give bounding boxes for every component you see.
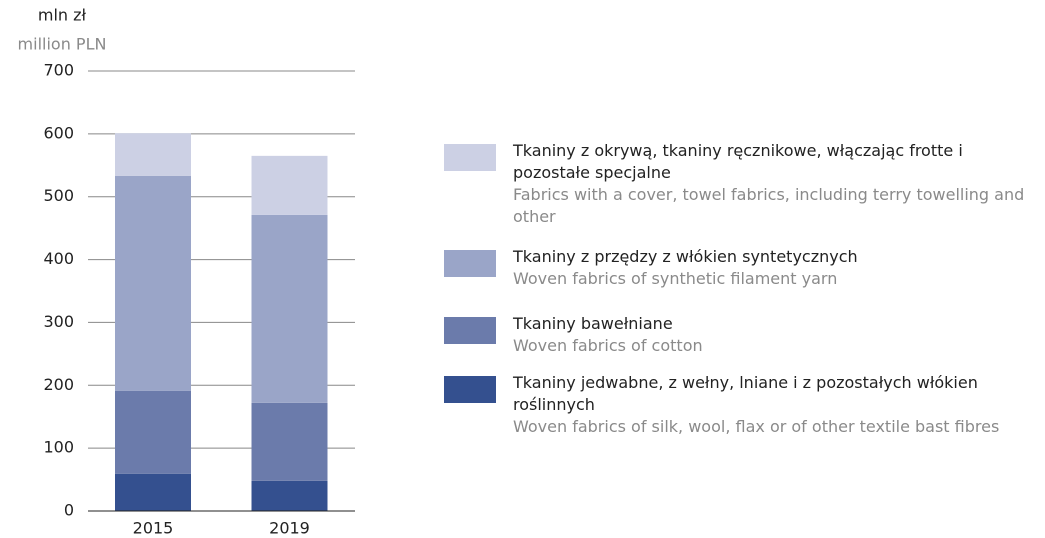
- legend-label: Woven fabrics of silk, wool, flax or of …: [513, 417, 1000, 436]
- bar-segment: [251, 214, 328, 403]
- legend-text: Tkaniny z okrywą, tkaniny ręcznikowe, wł…: [513, 140, 1043, 228]
- legend-label: Fabrics with a cover, towel fabrics, inc…: [513, 185, 1025, 226]
- bar-segment: [251, 402, 328, 481]
- bar-segment: [115, 175, 191, 391]
- y-axis-label-en: million PLN: [18, 35, 107, 54]
- legend-label: Woven fabrics of synthetic filament yarn: [513, 269, 838, 288]
- legend-label: Tkaniny z okrywą, tkaniny ręcznikowe, wł…: [513, 141, 963, 182]
- x-tick-label: 2015: [133, 519, 174, 538]
- x-tick-label: 2019: [269, 519, 310, 538]
- legend-swatch: [444, 317, 496, 344]
- legend-swatch: [444, 144, 496, 171]
- y-tick-label: 500: [43, 186, 74, 205]
- legend-label: Tkaniny bawełniane: [513, 314, 673, 333]
- legend-text: Tkaniny bawełniane Woven fabrics of cotto…: [513, 313, 1043, 357]
- y-tick-label: 300: [43, 312, 74, 331]
- y-tick-label: 200: [43, 375, 74, 394]
- y-axis-label: mln zł: [38, 6, 87, 25]
- bar-segment: [115, 473, 191, 511]
- legend-swatch: [444, 376, 496, 403]
- legend-swatch: [444, 250, 496, 277]
- legend-text: Tkaniny jedwabne, z wełny, lniane i z po…: [513, 372, 1043, 438]
- bar-segment: [115, 390, 191, 474]
- legend-label: Tkaniny jedwabne, z wełny, lniane i z po…: [513, 373, 978, 414]
- bar-segment: [251, 480, 328, 511]
- legend-label: Tkaniny z przędzy z włókien syntetycznyc…: [513, 247, 858, 266]
- y-tick-label: 0: [64, 501, 74, 520]
- bar-segment: [115, 133, 191, 176]
- y-tick-label: 700: [43, 61, 74, 80]
- y-tick-label: 600: [43, 123, 74, 142]
- y-tick-label: 100: [43, 438, 74, 457]
- y-tick-label: 400: [43, 249, 74, 268]
- bar-segment: [251, 155, 328, 215]
- legend-text: Tkaniny z przędzy z włókien syntetycznyc…: [513, 246, 1043, 290]
- legend-label: Woven fabrics of cotton: [513, 336, 703, 355]
